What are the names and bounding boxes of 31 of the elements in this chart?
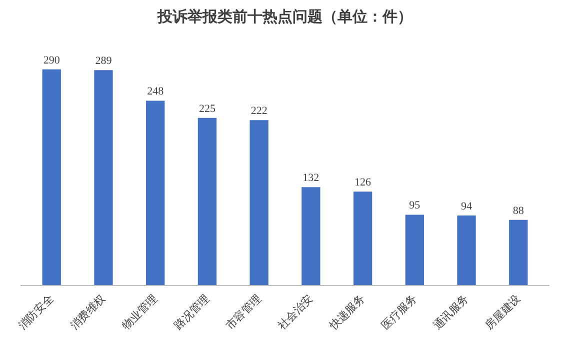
x-tick-label: 房屋建设 (482, 292, 523, 332)
bar (509, 220, 528, 286)
bar (42, 69, 61, 286)
data-label: 222 (250, 105, 268, 118)
bar (302, 187, 320, 286)
bar (146, 100, 165, 286)
data-label: 95 (409, 200, 421, 212)
chart-title: 投诉举报类前十热点问题（单位：件） (156, 8, 412, 26)
x-tick-label: 消防安全 (16, 292, 56, 332)
bar (457, 215, 476, 286)
x-tick-label: 消费维权 (68, 292, 108, 332)
data-label: 289 (95, 55, 112, 68)
x-tick-label: 路况管理 (171, 292, 212, 332)
x-tick-label: 社会治安 (275, 292, 316, 332)
data-label: 132 (302, 172, 320, 184)
data-label: 94 (461, 200, 473, 212)
data-label: 225 (198, 102, 216, 115)
data-label: 290 (43, 54, 60, 66)
data-label: 88 (512, 204, 524, 217)
data-label: 248 (147, 86, 164, 98)
bar (250, 120, 268, 286)
bar (198, 118, 217, 286)
x-tick-label: 市容管理 (223, 292, 264, 332)
x-tick-label: 物业管理 (120, 292, 160, 332)
bar (94, 70, 113, 286)
x-tick-label: 快递服务 (326, 292, 368, 333)
x-tick-label: 医疗服务 (378, 292, 420, 332)
bar (353, 192, 372, 286)
bar (405, 214, 424, 286)
data-label: 126 (354, 176, 372, 189)
x-tick-label: 通讯服务 (430, 292, 472, 332)
